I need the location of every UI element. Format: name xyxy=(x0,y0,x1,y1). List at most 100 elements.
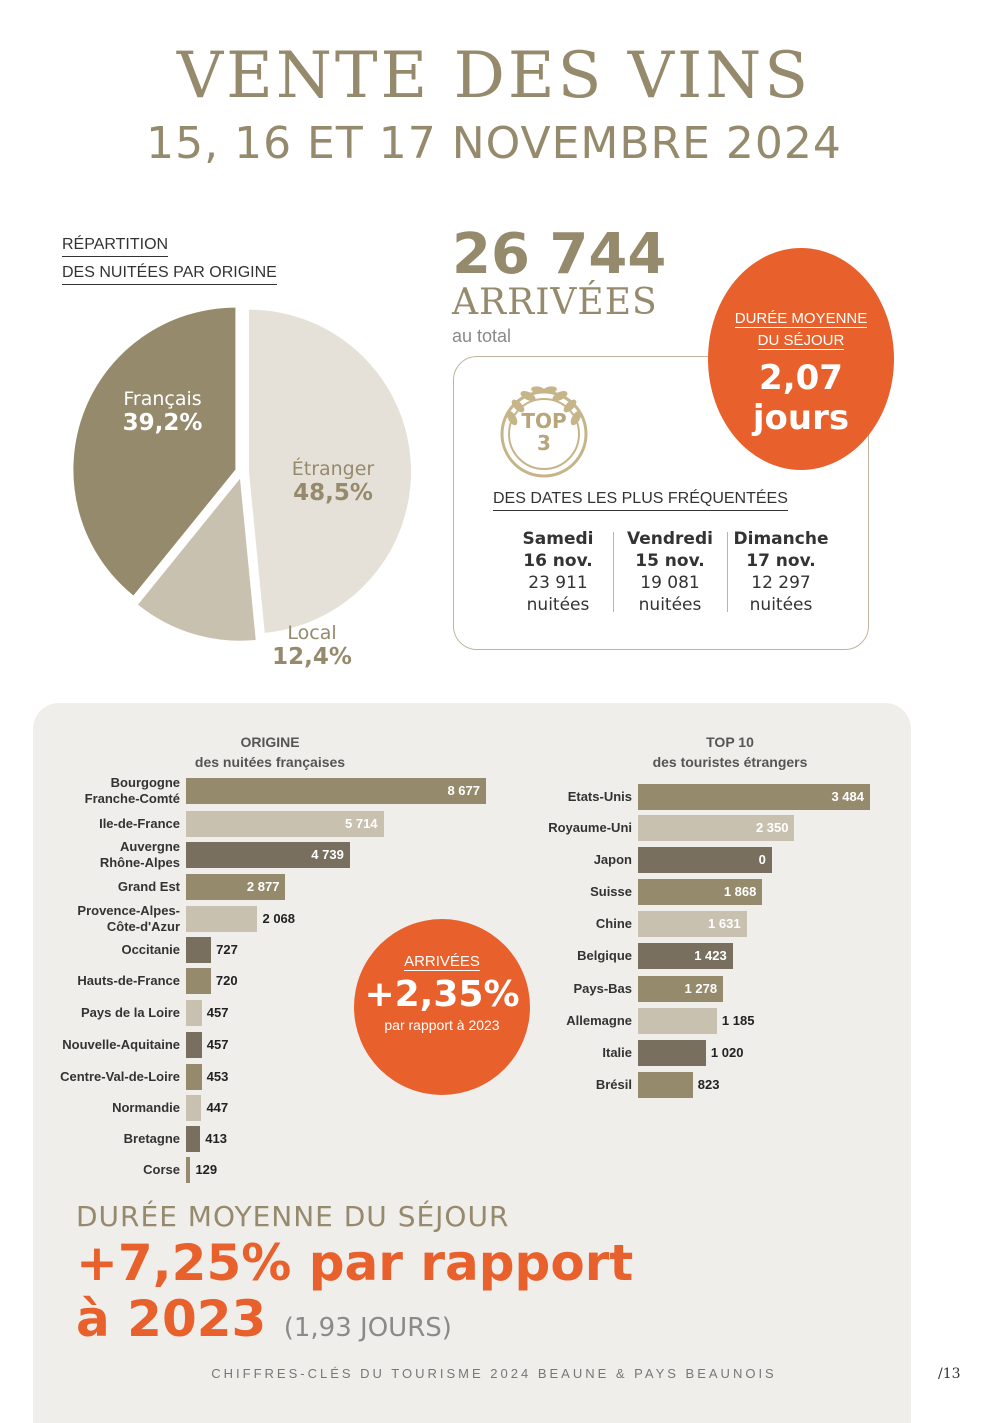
pie-label-etranger-name: Étranger xyxy=(291,458,375,480)
date-date: 17 nov. xyxy=(746,551,816,571)
bar-category-label: Etats-Unis xyxy=(567,789,632,804)
bar xyxy=(638,784,870,810)
bar-category-label: Bourgogne Franche-Comté xyxy=(84,775,180,806)
bar-category-label: Normandie xyxy=(112,1100,180,1115)
pie-label-etranger: Étranger 48,5% xyxy=(262,458,404,506)
date-unit: nuitées xyxy=(526,595,590,615)
date-date: 16 nov. xyxy=(523,551,593,571)
date-value: 19 081 xyxy=(640,573,700,593)
bar-category-label: Italie xyxy=(602,1045,632,1060)
bar-value-label: 129 xyxy=(195,1162,218,1177)
bar xyxy=(638,976,724,1002)
bar-value-label: 1 185 xyxy=(721,1013,755,1028)
laurel-badge-icon xyxy=(500,386,588,478)
bar-value-label: 5 714 xyxy=(345,816,378,831)
page-title: VENTE DES VINS xyxy=(176,39,812,113)
pie-chart xyxy=(73,307,411,641)
arrivals-change-label: ARRIVÉES xyxy=(404,953,480,971)
bar xyxy=(638,911,747,937)
pie-label-local: Local 12,4% xyxy=(262,622,362,670)
bar xyxy=(186,1095,202,1121)
bar-value-label: 2 350 xyxy=(755,820,789,835)
avg-stay-circle: DURÉE MOYENNE DU SÉJOUR 2,07 jours xyxy=(708,248,894,470)
bar-value-label: 2 068 xyxy=(262,911,296,926)
bar xyxy=(638,943,733,969)
top3-badge-top: TOP xyxy=(521,409,567,433)
bar xyxy=(186,1000,202,1026)
arrivals-number: 26 744 xyxy=(452,222,667,287)
bar-category-label: Corse xyxy=(143,1162,180,1177)
top3-badge-num: 3 xyxy=(537,431,551,455)
bar xyxy=(186,906,258,932)
pie-title-line1: RÉPARTITION xyxy=(62,234,169,257)
bar xyxy=(186,1126,201,1152)
pie-label-local-name: Local xyxy=(287,622,337,644)
date-day: Dimanche xyxy=(733,529,829,549)
date-unit: nuitées xyxy=(638,595,702,615)
bar-category-label: Pays-Bas xyxy=(573,981,632,996)
date-unit: nuitées xyxy=(749,595,813,615)
avg-stay-value: 2,07 jours xyxy=(752,358,850,438)
bar xyxy=(638,1072,693,1098)
arrivals-change-note: par rapport à 2023 xyxy=(384,1017,500,1033)
date-separator xyxy=(613,532,614,612)
stay-change-line1: +7,25% par rapport xyxy=(76,1234,634,1292)
bar-value-label: 3 484 xyxy=(831,789,864,804)
bar xyxy=(186,937,212,963)
pie-label-local-value: 12,4% xyxy=(272,644,352,670)
date-value: 23 911 xyxy=(528,573,588,593)
bar-value-label: 457 xyxy=(206,1005,229,1020)
fr-chart-title-line1: ORIGINE xyxy=(240,734,300,750)
page-number: /13 xyxy=(938,1366,961,1382)
date-day: Samedi xyxy=(522,529,594,549)
bar-category-label: Royaume-Uni xyxy=(548,820,632,835)
bar-value-label: 413 xyxy=(205,1131,227,1146)
bar-category-label: Grand Est xyxy=(117,879,180,894)
bar-value-label: 1 020 xyxy=(710,1045,744,1060)
bar-category-label: Auvergne Rhône-Alpes xyxy=(99,839,180,870)
bar xyxy=(186,811,384,837)
arrivals-change-value: +2,35% xyxy=(364,974,520,1015)
intl-chart-title-line1: TOP 10 xyxy=(706,734,754,750)
bar-category-label: Hauts-de-France xyxy=(77,973,180,988)
bar-value-label: 447 xyxy=(206,1100,229,1115)
bar-value-label: 4 739 xyxy=(311,847,344,862)
bar-category-label: Allemagne xyxy=(566,1013,632,1028)
bar-value-label: 457 xyxy=(206,1037,229,1052)
bar-value-label: 1 868 xyxy=(723,884,757,899)
pie-label-francais-name: Français xyxy=(123,388,202,410)
bar xyxy=(186,968,211,994)
bar xyxy=(186,778,486,804)
arrivals-change-circle: ARRIVÉES +2,35% par rapport à 2023 xyxy=(354,919,530,1095)
bar-category-label: Centre-Val-de-Loire xyxy=(60,1069,180,1084)
bar xyxy=(638,847,772,873)
bar-category-label: Nouvelle-Aquitaine xyxy=(62,1037,180,1052)
bar-value-label: 823 xyxy=(697,1077,720,1092)
bar-value-label: 2 877 xyxy=(246,879,280,894)
pie-slice-francais xyxy=(73,307,236,596)
bar-category-label: Ile-de-France xyxy=(99,816,180,831)
top3-title: DES DATES LES PLUS FRÉQUENTÉES xyxy=(493,488,788,511)
bar-category-label: Occitanie xyxy=(121,942,180,957)
pie-label-francais-value: 39,2% xyxy=(122,410,203,436)
fr-chart-title-line2: des nuitées françaises xyxy=(194,754,346,770)
bar-category-label: Chine xyxy=(595,916,632,931)
stay-change-line2-wrap: à 2023 (1,93 JOURS) xyxy=(76,1290,452,1348)
date-value: 12 297 xyxy=(751,573,811,593)
date-day: Vendredi xyxy=(627,529,713,549)
bar xyxy=(638,1040,706,1066)
arrivals-label: ARRIVÉES xyxy=(452,282,658,323)
pie-title-line2: DES NUITÉES PAR ORIGINE xyxy=(62,262,277,285)
bar xyxy=(186,1157,191,1183)
fr-chart-title: ORIGINE des nuitées françaises xyxy=(170,732,370,772)
bar-value-label: 727 xyxy=(216,942,238,957)
bar-value-label: 8 677 xyxy=(447,783,480,798)
bar-category-label: Brésil xyxy=(595,1077,632,1092)
intl-chart-title: TOP 10 des touristes étrangers xyxy=(630,732,830,772)
bar-value-label: 1 631 xyxy=(708,916,741,931)
arrivals-suffix: au total xyxy=(452,326,512,346)
stay-change-line2: à 2023 xyxy=(76,1290,267,1348)
bar-category-label: Belgique xyxy=(577,948,632,963)
bar xyxy=(638,1008,717,1034)
pie-slice-etranger xyxy=(248,309,411,633)
